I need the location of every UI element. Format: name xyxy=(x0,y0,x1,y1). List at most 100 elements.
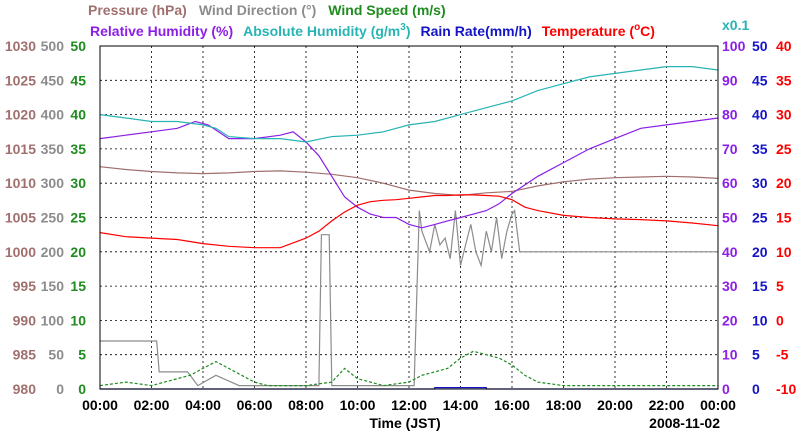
pressure-tick-label: 1020 xyxy=(5,107,36,123)
pressure-tick-label: 1010 xyxy=(5,175,36,191)
wind-speed-tick-label: 0 xyxy=(78,381,86,397)
pressure-tick-label: 990 xyxy=(13,312,37,328)
rain-rate-tick-label: 5 xyxy=(752,347,760,363)
pressure-tick-label: 1030 xyxy=(5,38,36,54)
wind-direction-tick-label: 350 xyxy=(41,141,65,157)
wind-direction-tick-label: 100 xyxy=(41,312,65,328)
legend-entry: Wind Direction (°) xyxy=(199,2,316,18)
series-line xyxy=(99,166,719,197)
relative-humidity-tick-label: 30 xyxy=(722,278,738,294)
series-line xyxy=(100,209,718,387)
wind-direction-tick-label: 500 xyxy=(41,38,65,54)
temperature-tick-label: 20 xyxy=(776,175,792,191)
rain-rate-tick-label: 10 xyxy=(752,312,768,328)
legend-entry: Wind Speed (m/s) xyxy=(328,2,445,18)
wind-direction-tick-label: 200 xyxy=(41,244,65,260)
x-tick-label: 06:00 xyxy=(237,397,273,413)
x-tick-label: 16:00 xyxy=(494,397,530,413)
wind-speed-tick-label: 50 xyxy=(70,38,86,54)
x-axis-label: Time (JST) xyxy=(369,415,440,431)
plot-grid xyxy=(100,46,718,389)
wind-speed-tick-label: 40 xyxy=(70,107,86,123)
pressure-tick-label: 985 xyxy=(13,347,37,363)
wind-speed-tick-label: 15 xyxy=(70,278,86,294)
wind-direction-tick-label: 450 xyxy=(41,72,65,88)
wind-direction-tick-label: 0 xyxy=(56,381,64,397)
relative-humidity-tick-label: 70 xyxy=(722,141,738,157)
legend: Pressure (hPa) Wind Direction (°) Wind Spe… xyxy=(88,2,655,39)
series-line xyxy=(99,194,719,249)
series-line xyxy=(99,350,718,387)
rain-rate-tick-label: 35 xyxy=(752,141,768,157)
wind-speed-tick-label: 45 xyxy=(70,72,86,88)
relative-humidity-tick-label: 90 xyxy=(722,72,738,88)
rain-rate-tick-label: 40 xyxy=(752,107,768,123)
pressure-tick-label: 1000 xyxy=(5,244,36,260)
pressure-tick-label: 980 xyxy=(13,381,37,397)
pressure-tick-label: 1005 xyxy=(5,210,36,226)
x-tick-label: 18:00 xyxy=(546,397,582,413)
x-tick-label: 14:00 xyxy=(443,397,479,413)
x-axis-tick-labels: 00:00 02:00 04:00 06:00 08:00 10:00 12:00 14:00… xyxy=(82,397,736,413)
temperature-tick-label: 35 xyxy=(776,72,792,88)
x-tick-label: 20:00 xyxy=(597,397,633,413)
x-tick-label: 02:00 xyxy=(134,397,170,413)
wind-direction-tick-label: 300 xyxy=(41,175,65,191)
relative-humidity-tick-label: 10 xyxy=(722,347,738,363)
wind-speed-tick-label: 5 xyxy=(78,347,86,363)
x-tick-label: 00:00 xyxy=(82,397,118,413)
temperature-tick-label: 10 xyxy=(776,244,792,260)
legend-entry: Pressure (hPa) xyxy=(88,2,187,18)
rain-rate-tick-label: 20 xyxy=(752,244,768,260)
relative-humidity-tick-label: 80 xyxy=(722,107,738,123)
legend-entry: Absolute Humidity (g/m3) xyxy=(243,22,410,39)
temperature-tick-label: 30 xyxy=(776,107,792,123)
wind-speed-tick-label: 30 xyxy=(70,175,86,191)
relative-humidity-tick-label: 20 xyxy=(722,312,738,328)
legend-entry: Temperature (oC) xyxy=(542,22,655,39)
wind-speed-tick-label: 35 xyxy=(70,141,86,157)
temperature-tick-label: 5 xyxy=(776,278,784,294)
relative-humidity-tick-label: 0 xyxy=(722,381,730,397)
legend-entry: Rain Rate(mm/h) xyxy=(421,23,532,39)
wind-direction-tick-label: 50 xyxy=(48,347,64,363)
relative-humidity-tick-label: 40 xyxy=(722,244,738,260)
x-tick-label: 22:00 xyxy=(649,397,685,413)
wind-speed-tick-label: 20 xyxy=(70,244,86,260)
temperature-tick-label: -10 xyxy=(776,381,796,397)
x-tick-label: 04:00 xyxy=(185,397,221,413)
plot-frame xyxy=(99,45,719,390)
wind-direction-tick-label: 150 xyxy=(41,278,65,294)
x-tick-label: 00:00 xyxy=(700,397,736,413)
wind-speed-tick-label: 25 xyxy=(70,210,86,226)
series-line xyxy=(99,65,719,143)
relative-humidity-tick-label: 60 xyxy=(722,175,738,191)
relative-humidity-tick-label: 50 xyxy=(722,210,738,226)
pressure-tick-label: 1025 xyxy=(5,72,36,88)
wind-speed-tick-label: 10 xyxy=(70,312,86,328)
temperature-tick-label: 15 xyxy=(776,210,792,226)
rain-rate-tick-label: 15 xyxy=(752,278,768,294)
rain-rate-tick-label: 45 xyxy=(752,72,768,88)
scale-note: x0.1 xyxy=(722,17,749,33)
temperature-tick-label: -5 xyxy=(776,347,789,363)
rain-rate-tick-label: 50 xyxy=(752,38,768,54)
temperature-tick-label: 25 xyxy=(776,141,792,157)
x-tick-label: 10:00 xyxy=(340,397,376,413)
x-tick-label: 08:00 xyxy=(288,397,324,413)
temperature-tick-label: 0 xyxy=(776,312,784,328)
legend-entry: Relative Humidity (%) xyxy=(90,23,233,39)
pressure-tick-label: 1015 xyxy=(5,141,36,157)
wind-direction-tick-label: 400 xyxy=(41,107,65,123)
rain-rate-tick-label: 30 xyxy=(752,175,768,191)
wind-direction-tick-label: 250 xyxy=(41,210,65,226)
relative-humidity-tick-label: 100 xyxy=(722,38,746,54)
pressure-tick-label: 995 xyxy=(13,278,37,294)
x-tick-label: 12:00 xyxy=(391,397,427,413)
series-line xyxy=(99,117,719,229)
rain-rate-tick-label: 25 xyxy=(752,210,768,226)
temperature-tick-label: 40 xyxy=(776,38,792,54)
axis-tick-labels: 9809859909951000100510101015102010251030… xyxy=(5,38,797,397)
date-label: 2008-11-02 xyxy=(649,415,720,431)
